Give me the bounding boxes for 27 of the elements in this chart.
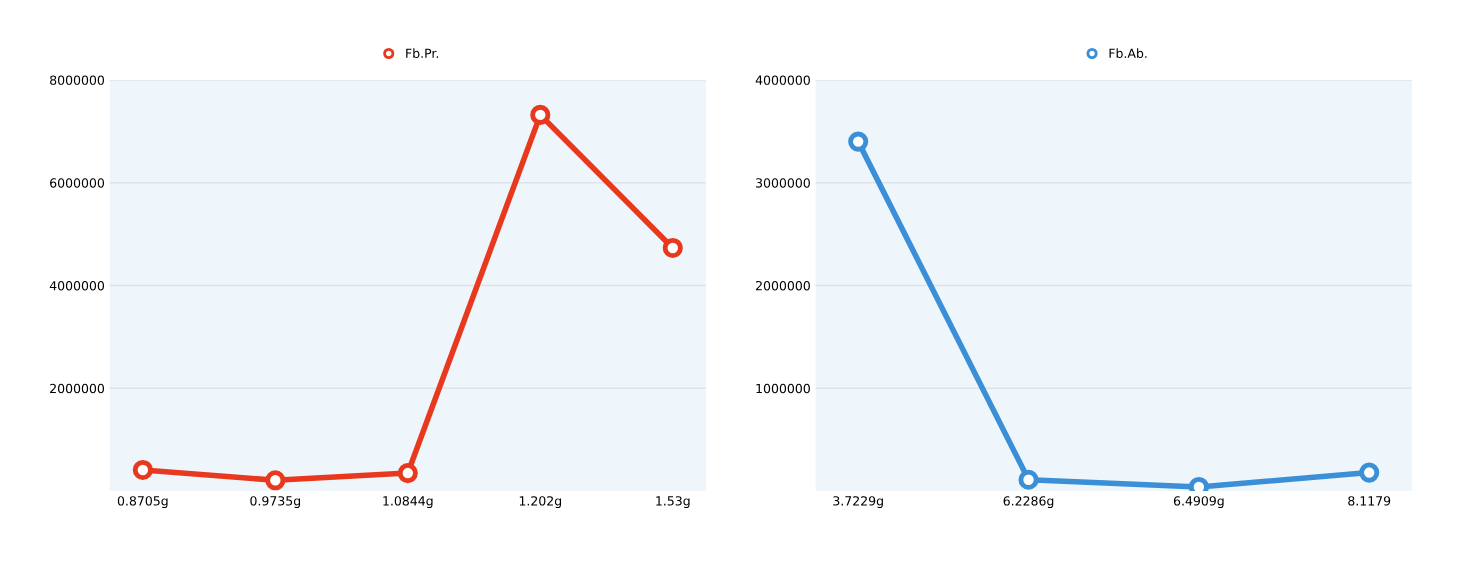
x-tick-label: 1.53g: [656, 496, 690, 509]
x-tick-label: 1.0844g: [383, 496, 433, 509]
x-tick-label: 0.9735g: [250, 496, 301, 509]
legend-label: Fb.Pr.: [406, 48, 439, 59]
x-tick-label: 3.7229g: [833, 496, 883, 509]
y-tick-label: 6000000: [50, 178, 105, 188]
point: [848, 131, 869, 152]
point: [530, 104, 551, 125]
point: [1018, 469, 1039, 490]
y-tick-label: 3000000: [756, 178, 810, 188]
y-tick-label: 8000000: [50, 75, 105, 85]
x-tick-label: 6.2286g: [1003, 496, 1054, 509]
x-tick-label: 1.202g: [519, 496, 562, 509]
y-tick-label: 2000000: [50, 383, 105, 394]
y-tick-label: 4000000: [755, 75, 810, 85]
x-tick-label: 8.1179: [1348, 496, 1391, 506]
point: [662, 237, 683, 259]
x-tick-label: 6.4909g: [1173, 496, 1224, 509]
y-tick-label: 4000000: [49, 280, 105, 291]
x-tick-label: 0.8705g: [117, 496, 168, 509]
y-tick-label: 1000000: [756, 383, 810, 394]
point: [397, 463, 418, 484]
point: [132, 459, 153, 481]
point: [265, 470, 286, 491]
legend-label: Fb.Ab.: [1109, 48, 1147, 59]
y-tick-label: 2000000: [756, 280, 810, 291]
point: [1359, 462, 1380, 483]
